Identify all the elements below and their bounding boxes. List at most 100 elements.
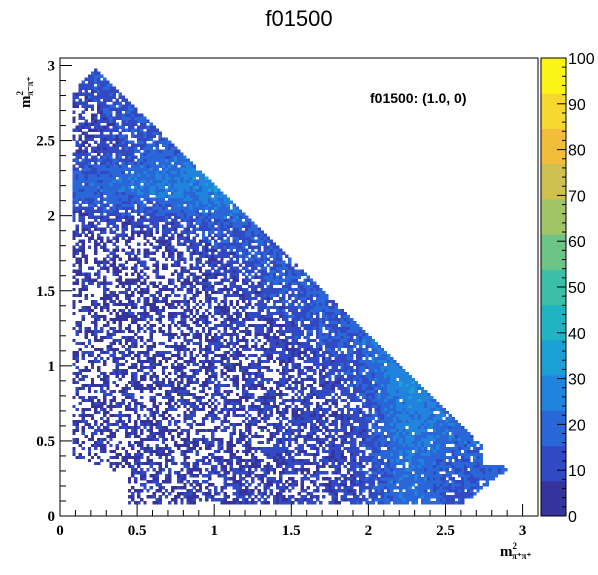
heatmap-bin [198,467,203,472]
heatmap-bin [189,356,193,361]
heatmap-bin [137,143,141,147]
heatmap-bin [84,278,89,283]
heatmap-bin [232,224,237,228]
heatmap-bin [204,428,209,433]
heatmap-bin [134,170,138,174]
heatmap-bin [174,305,178,310]
heatmap-bin [149,395,153,400]
heatmap-bin [229,335,233,340]
heatmap-bin [146,155,150,159]
heatmap-bin [226,242,230,246]
heatmap-bin [211,275,215,280]
heatmap-bin [189,374,193,379]
heatmap-bin [127,140,132,144]
heatmap-bin [146,416,150,421]
heatmap-bin [118,125,122,129]
heatmap-bin [266,311,270,316]
heatmap-bin [229,245,233,249]
heatmap-bin [167,227,172,231]
heatmap-bin [140,395,144,400]
heatmap-bin [189,446,193,451]
heatmap-bin [109,212,113,216]
heatmap-bin [257,365,261,370]
heatmap-bin [266,398,270,403]
heatmap-bin [103,407,107,412]
heatmap-bin [257,299,261,304]
heatmap-bin [171,206,175,210]
heatmap-bin [164,437,169,442]
heatmap-bin [226,290,230,295]
heatmap-bin [189,353,193,358]
heatmap-bin [171,320,175,325]
heatmap-bin [143,263,147,268]
heatmap-bin [130,197,135,201]
heatmap-bin [174,191,178,195]
heatmap-bin [278,344,283,349]
heatmap-bin [155,206,159,210]
heatmap-bin [100,218,104,222]
heatmap-bin [278,419,283,424]
heatmap-bin [143,266,147,271]
heatmap-bin [72,209,76,213]
heatmap-bin [140,317,144,322]
heatmap-bin [158,173,163,177]
heatmap-bin [198,170,203,174]
heatmap-bin [171,197,175,201]
heatmap-bin [81,173,85,177]
heatmap-bin [97,179,101,183]
heatmap-bin [174,386,178,391]
heatmap-bin [121,107,126,111]
heatmap-bin [127,425,132,430]
heatmap-bin [90,86,95,90]
heatmap-bin [266,455,270,460]
heatmap-bin [115,134,119,138]
heatmap-bin [140,311,144,316]
heatmap-bin [100,74,104,78]
heatmap-bin [208,302,212,307]
heatmap-bin [220,407,224,412]
heatmap-bin [223,317,227,322]
heatmap-bin [183,410,187,415]
heatmap-bin [146,488,150,493]
heatmap-bin [87,413,92,418]
heatmap-bin [238,464,243,469]
heatmap-bin [109,83,113,87]
heatmap-bin [180,281,184,286]
heatmap-bin [87,224,92,228]
heatmap-bin [226,446,230,451]
heatmap-bin [285,497,289,502]
heatmap-bin [223,395,227,400]
heatmap-bin [140,476,144,481]
heatmap-bin [152,302,156,307]
heatmap-bin [149,182,153,186]
heatmap-bin [204,440,209,445]
heatmap-bin [140,338,144,343]
heatmap-bin [251,359,255,364]
heatmap-bin [232,215,237,219]
heatmap-bin [146,194,150,198]
heatmap-bin [177,236,181,240]
heatmap-bin [97,206,101,210]
heatmap-bin [167,242,172,246]
heatmap-bin [254,263,258,268]
heatmap-bin [72,440,76,445]
heatmap-bin [149,431,153,436]
heatmap-bin [217,218,221,222]
heatmap-bin [278,422,283,427]
heatmap-bin [140,128,144,132]
heatmap-bin [137,221,141,225]
heatmap-bin [211,392,215,397]
heatmap-bin [75,227,79,231]
heatmap-bin [72,164,76,168]
heatmap-bin [251,362,255,367]
heatmap-bin [78,203,82,207]
heatmap-bin [115,101,119,105]
heatmap-bin [238,458,243,463]
heatmap-bin [109,392,113,397]
heatmap-bin [198,395,203,400]
heatmap-bin [217,206,221,210]
heatmap-bin [285,467,289,472]
heatmap-bin [137,500,141,505]
heatmap-bin [208,347,212,352]
heatmap-bin [143,374,147,379]
